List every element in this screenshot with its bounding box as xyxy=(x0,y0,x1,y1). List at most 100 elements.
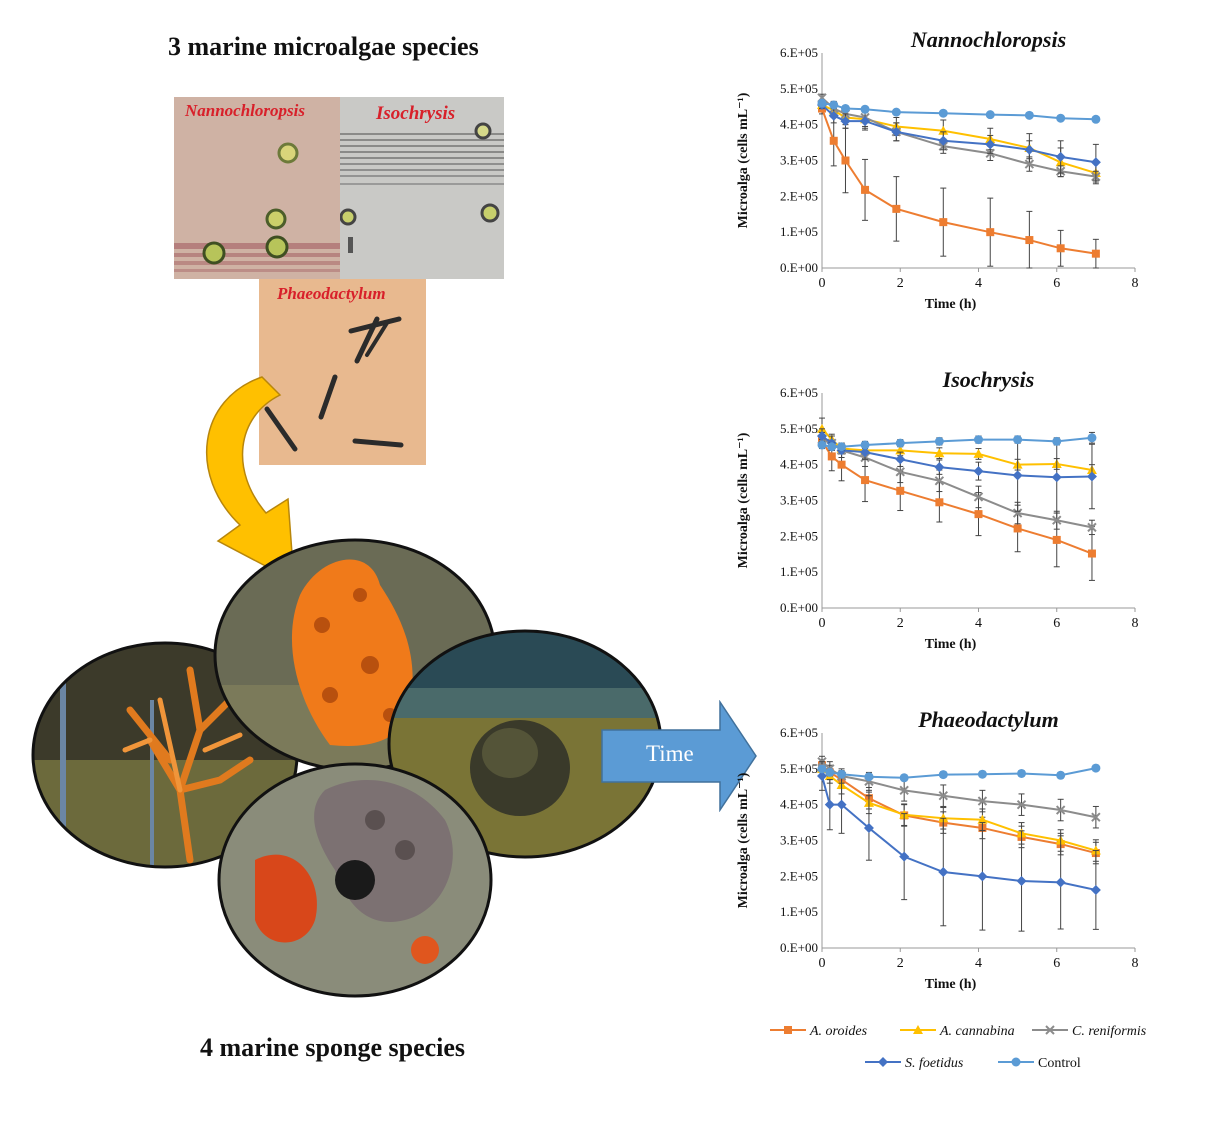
data-point xyxy=(934,462,945,473)
y-tick-label: 6.E+05 xyxy=(780,725,818,740)
data-point xyxy=(1016,875,1027,886)
legend-marker xyxy=(913,1025,923,1034)
data-point xyxy=(899,785,909,796)
data-point xyxy=(817,431,827,441)
data-point xyxy=(860,104,870,114)
series-a-oroides xyxy=(818,102,1100,269)
data-point xyxy=(1091,812,1101,822)
series-line xyxy=(821,428,1093,472)
x-axis-label: Time (h) xyxy=(925,637,977,652)
data-point xyxy=(938,135,949,146)
data-point xyxy=(1012,470,1023,481)
microalgae-heading: 3 marine microalgae species xyxy=(168,32,479,61)
data-point xyxy=(1052,515,1062,525)
data-point xyxy=(895,438,905,448)
data-point xyxy=(837,442,847,452)
x-tick-label: 8 xyxy=(1132,956,1139,971)
data-point xyxy=(1052,436,1062,446)
series-c-reniformis xyxy=(817,431,1097,536)
y-tick-label: 1.E+05 xyxy=(780,564,818,579)
data-point xyxy=(861,185,870,194)
y-axis-label: Microalga (cells mL⁻¹) xyxy=(736,432,751,568)
data-point xyxy=(1091,114,1101,124)
y-tick-label: 0.E+00 xyxy=(780,260,818,275)
data-point xyxy=(837,769,847,779)
legend-label: Control xyxy=(1038,1056,1081,1071)
chart-legend: A. oroides A. cannabina C. reniformis S. fo… xyxy=(770,1024,1147,1071)
x-tick-label: 2 xyxy=(897,276,904,291)
series-a-oroides xyxy=(818,435,1096,581)
data-point xyxy=(1012,508,1023,518)
data-point xyxy=(977,814,988,824)
series-control xyxy=(817,98,1101,124)
legend-label: A. cannabina xyxy=(939,1024,1015,1039)
y-axis-label: Microalga (cells mL⁻¹) xyxy=(736,772,751,908)
legend-marker xyxy=(1045,1025,1055,1035)
isochrysis-chart: Isochrysis 0.E+00 1.E+05 2.E+05 3.E+05 4.E+05… xyxy=(736,367,1139,652)
time-arrow-label: Time xyxy=(646,741,694,766)
isochrysis-cells-image xyxy=(340,122,504,253)
y-tick-label: 1.E+05 xyxy=(780,904,818,919)
data-point xyxy=(1090,845,1101,855)
data-point xyxy=(825,767,835,777)
data-point xyxy=(1056,770,1066,780)
data-point xyxy=(899,773,909,783)
data-point xyxy=(985,110,995,120)
series-line xyxy=(821,775,1097,891)
x-tick-label: 6 xyxy=(1053,956,1060,971)
data-point xyxy=(837,460,846,469)
y-tick-label: 3.E+05 xyxy=(780,153,818,168)
data-point xyxy=(1056,113,1066,123)
data-point xyxy=(895,454,906,465)
data-point xyxy=(938,813,949,823)
data-point xyxy=(895,467,905,477)
data-point xyxy=(938,108,948,118)
series-line xyxy=(821,760,1097,819)
y-axis-label: Microalga (cells mL⁻¹) xyxy=(736,92,751,228)
chart-title: Phaeodactylum xyxy=(917,707,1059,732)
y-tick-label: 2.E+05 xyxy=(780,188,818,203)
data-point xyxy=(1087,522,1097,533)
data-point xyxy=(864,772,874,782)
series-line xyxy=(821,767,1097,779)
legend-entry: A. oroides xyxy=(770,1024,868,1039)
data-point xyxy=(836,799,847,810)
series-line xyxy=(821,768,1097,852)
data-point xyxy=(841,156,850,165)
data-point xyxy=(1086,471,1097,482)
data-point xyxy=(1056,244,1065,253)
data-point xyxy=(974,435,983,445)
data-point xyxy=(977,871,988,882)
data-point xyxy=(817,764,827,774)
nannochloropsis-photo xyxy=(174,97,340,279)
data-point xyxy=(977,796,988,806)
x-tick-label: 0 xyxy=(819,956,826,971)
data-point xyxy=(840,116,851,127)
data-point xyxy=(973,492,984,502)
data-point xyxy=(1013,435,1023,445)
y-tick-label: 3.E+05 xyxy=(780,833,818,848)
data-point xyxy=(1090,157,1101,168)
data-point xyxy=(1087,433,1097,443)
series-s-foetidus xyxy=(817,761,1101,932)
data-point xyxy=(891,126,902,137)
data-point xyxy=(1013,524,1022,533)
time-arrow-icon xyxy=(601,700,757,812)
data-point xyxy=(1024,144,1035,155)
x-tick-label: 4 xyxy=(975,276,982,291)
data-point xyxy=(934,476,945,486)
legend-entry: A. cannabina xyxy=(900,1024,1015,1039)
series-control xyxy=(817,763,1101,783)
legend-marker xyxy=(1011,1057,1021,1067)
series-s-foetidus xyxy=(817,99,1101,181)
data-point xyxy=(1051,472,1062,483)
data-point xyxy=(934,436,944,446)
data-point xyxy=(863,822,874,833)
series-line xyxy=(821,108,1097,255)
curved-arrow-icon xyxy=(206,376,295,583)
y-tick-label: 3.E+05 xyxy=(780,493,818,508)
data-point xyxy=(892,204,901,213)
data-point xyxy=(1052,535,1061,544)
data-point xyxy=(824,799,835,810)
x-tick-label: 8 xyxy=(1132,276,1139,291)
